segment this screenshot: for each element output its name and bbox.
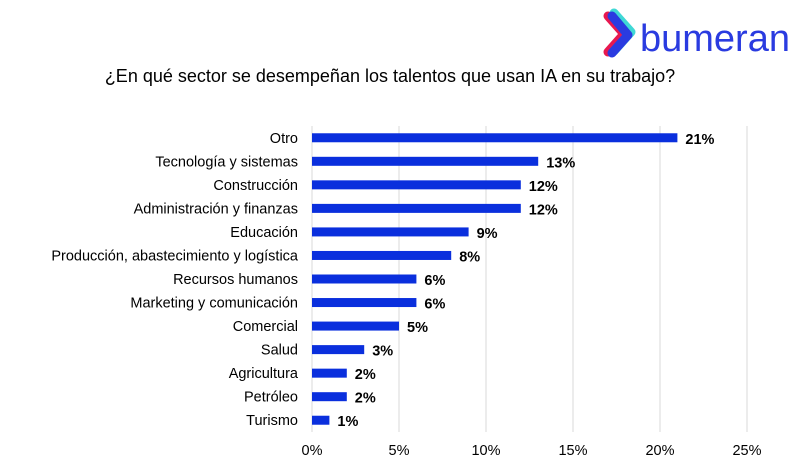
bar [312,180,521,190]
category-label: Petróleo [244,390,298,406]
x-tick-label: 15% [558,443,587,459]
x-tick-label: 25% [732,443,761,459]
category-label: Tecnología y sistemas [155,154,298,170]
category-label: Agricultura [229,366,299,382]
category-label: Otro [270,131,298,147]
data-label: 2% [355,391,376,407]
bar [312,133,678,143]
bar [312,156,539,166]
x-tick-label: 0% [302,443,323,459]
category-label: Educación [230,225,298,241]
svg-text:bumeran: bumeran [640,18,790,60]
bar [312,227,469,237]
bar [312,298,417,308]
data-label: 21% [685,132,714,148]
bar [312,345,365,355]
category-label: Marketing y comunicación [130,296,298,312]
x-tick-label: 20% [645,443,674,459]
bar [312,321,399,331]
category-label: Comercial [233,319,298,335]
data-label: 13% [546,155,575,171]
bar [312,392,347,402]
category-label: Producción, abastecimiento y logística [51,248,299,264]
data-label: 6% [424,273,445,289]
bar [312,274,417,284]
data-label: 12% [529,179,558,195]
x-tick-label: 10% [471,443,500,459]
data-label: 1% [337,414,358,430]
bar [312,415,330,425]
data-label: 6% [424,297,445,313]
data-label: 8% [459,249,480,265]
data-label: 12% [529,202,558,218]
chart-title: ¿En qué sector se desempeñan los talento… [104,66,676,86]
bumeran-logo: bumeran [603,8,790,60]
category-label: Administración y finanzas [134,201,298,217]
data-label: 2% [355,367,376,383]
category-label: Salud [261,343,298,359]
bar [312,368,347,378]
category-label: Turismo [246,413,298,429]
data-label: 9% [477,226,498,242]
category-label: Construcción [213,178,298,194]
x-tick-label: 5% [389,443,410,459]
bar [312,203,521,213]
data-label: 3% [372,344,393,360]
data-label: 5% [407,320,428,336]
bar [312,250,452,260]
category-label: Recursos humanos [173,272,298,288]
